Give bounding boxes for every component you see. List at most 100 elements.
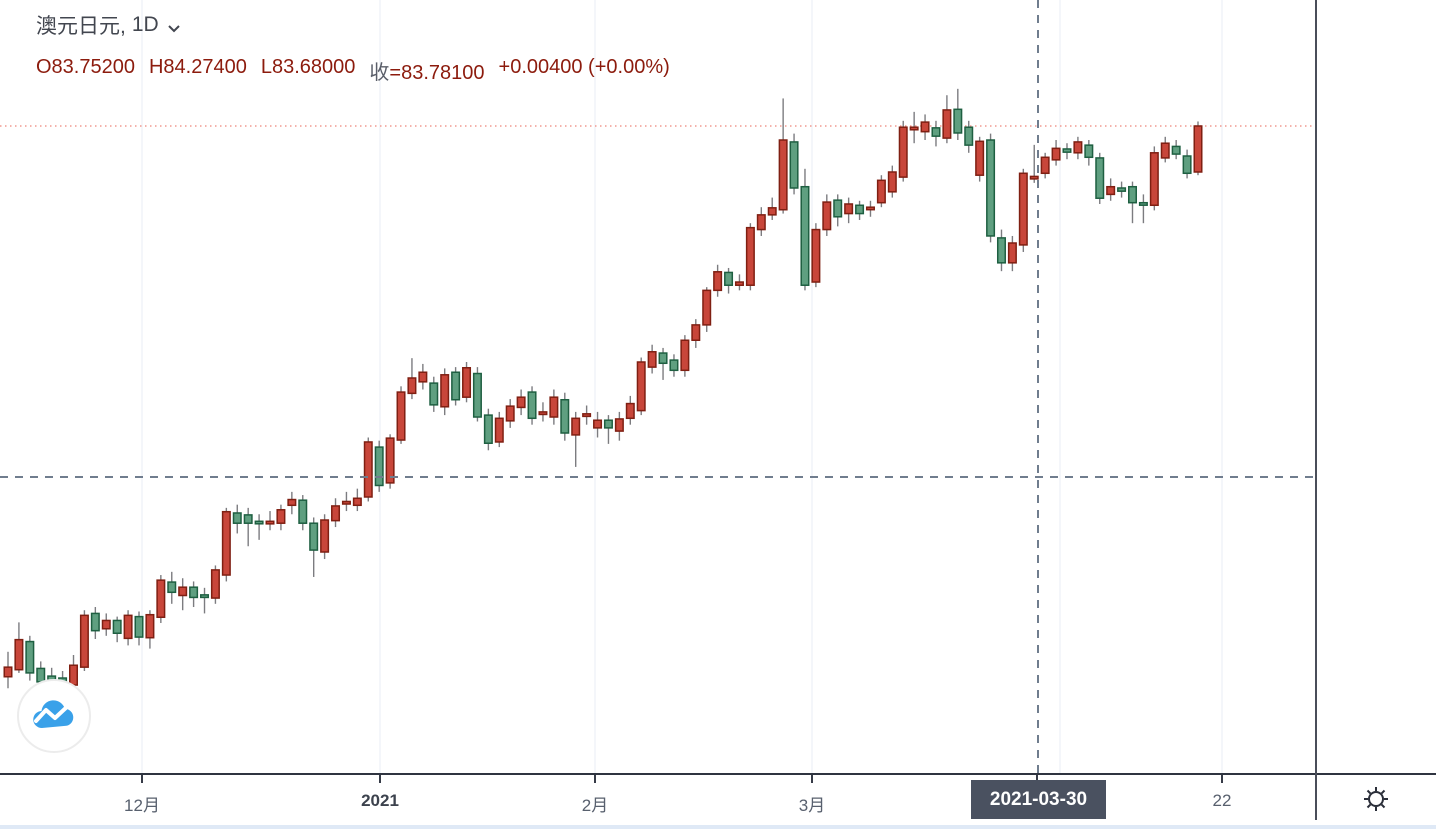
candle-up — [647, 351, 657, 368]
ohlc-open: O83.75200 — [36, 56, 135, 78]
candle-down — [472, 372, 482, 418]
candle-down — [931, 127, 941, 137]
candle-up — [505, 405, 515, 422]
candle-up — [418, 371, 428, 383]
candle-up — [210, 569, 220, 599]
candle-down — [833, 199, 843, 218]
candle-up — [1051, 147, 1061, 161]
candle-down — [560, 398, 570, 434]
candle-up — [876, 179, 886, 204]
candle-down — [90, 612, 100, 632]
candle-up — [1007, 242, 1017, 264]
candle-down — [658, 352, 668, 365]
crosshair-date-badge: 2021-03-30 — [971, 780, 1106, 819]
candle-up — [865, 206, 875, 211]
candle-up — [691, 324, 701, 341]
candle-down — [1084, 144, 1094, 159]
cloud-chart-icon — [33, 700, 74, 729]
candle-down — [986, 139, 996, 237]
time-axis-tick — [1036, 775, 1038, 783]
candle-up — [352, 497, 362, 507]
candle-up — [767, 207, 777, 216]
candle-up — [1040, 156, 1050, 175]
ohlc-change: +0.00400 (+0.00%) — [498, 56, 670, 78]
candle-down — [189, 586, 199, 599]
time-axis-tick — [811, 775, 813, 783]
candle-up — [101, 619, 111, 630]
candle-up — [516, 396, 526, 409]
candle-down — [254, 520, 264, 525]
candle-down — [1117, 187, 1127, 192]
candle-up — [407, 377, 417, 395]
candle-down — [964, 126, 974, 146]
candle-up — [3, 666, 13, 678]
candle-down — [527, 391, 537, 420]
gear-icon[interactable] — [1361, 784, 1391, 814]
candle-up — [582, 413, 592, 418]
candle-down — [789, 141, 799, 189]
candle-down — [1127, 185, 1137, 204]
candle-up — [898, 126, 908, 178]
candle-down — [451, 371, 461, 401]
candle-up — [571, 417, 581, 436]
candle-up — [756, 214, 766, 231]
candle-up — [1149, 152, 1159, 207]
time-axis-tick — [379, 775, 381, 783]
interval-label[interactable]: 1D — [131, 13, 159, 36]
candle-down — [953, 108, 963, 134]
candle-up — [811, 228, 821, 283]
symbol-title[interactable]: 澳元日元, — [36, 15, 126, 38]
candle-up — [440, 374, 450, 408]
time-axis-tick — [594, 775, 596, 783]
candle-up — [178, 586, 188, 597]
close-value: =83.78100 — [389, 62, 485, 84]
candle-up — [844, 203, 854, 215]
candle-up — [265, 520, 275, 525]
candle-down — [483, 414, 493, 444]
candle-up — [145, 613, 155, 639]
candle-up — [1106, 185, 1116, 196]
time-axis-label: 22 — [1212, 791, 1232, 810]
candlestick-chart[interactable] — [0, 0, 1315, 773]
candle-down — [298, 499, 308, 524]
candle-up — [975, 140, 985, 176]
chevron-down-icon[interactable] — [167, 15, 181, 39]
time-axis-label: 3月 — [798, 796, 826, 815]
candle-up — [363, 441, 373, 498]
time-axis-label: 12月 — [124, 796, 160, 815]
candle-up — [778, 139, 788, 211]
candle-up — [822, 201, 832, 231]
candle-up — [549, 396, 559, 418]
price-axis[interactable]: 84.56900 79.08236 — [1317, 0, 1436, 773]
candle-down — [1095, 157, 1105, 199]
logo-badge[interactable] — [17, 679, 91, 753]
candle-down — [309, 522, 319, 551]
time-axis[interactable]: 2021-03-30 12月 2021 2月 3月 22 — [0, 773, 1436, 825]
candle-up — [920, 121, 930, 133]
candle-down — [112, 619, 122, 634]
candle-up — [734, 281, 744, 286]
candle-down — [167, 581, 177, 594]
candle-up — [702, 289, 712, 326]
candle-up — [331, 505, 341, 522]
candle-down — [1182, 155, 1192, 175]
candle-up — [1073, 141, 1083, 154]
candle-down — [669, 359, 679, 372]
candle-down — [25, 640, 35, 674]
close-label: 收 — [369, 62, 390, 84]
time-axis-tick — [141, 775, 143, 783]
candle-up — [745, 226, 755, 286]
candle-up — [636, 361, 646, 412]
candle-up — [14, 638, 24, 671]
candle-down — [232, 512, 242, 524]
candle-up — [156, 579, 166, 619]
candle-up — [462, 367, 472, 398]
ohlc-low: L83.68000 — [260, 56, 356, 78]
candle-up — [276, 509, 286, 524]
ohlc-close: 收=83.78100 — [369, 56, 484, 85]
candle-up — [79, 614, 89, 668]
candle-up — [1160, 142, 1170, 159]
candle-down — [603, 419, 613, 429]
candle-up — [396, 391, 406, 441]
